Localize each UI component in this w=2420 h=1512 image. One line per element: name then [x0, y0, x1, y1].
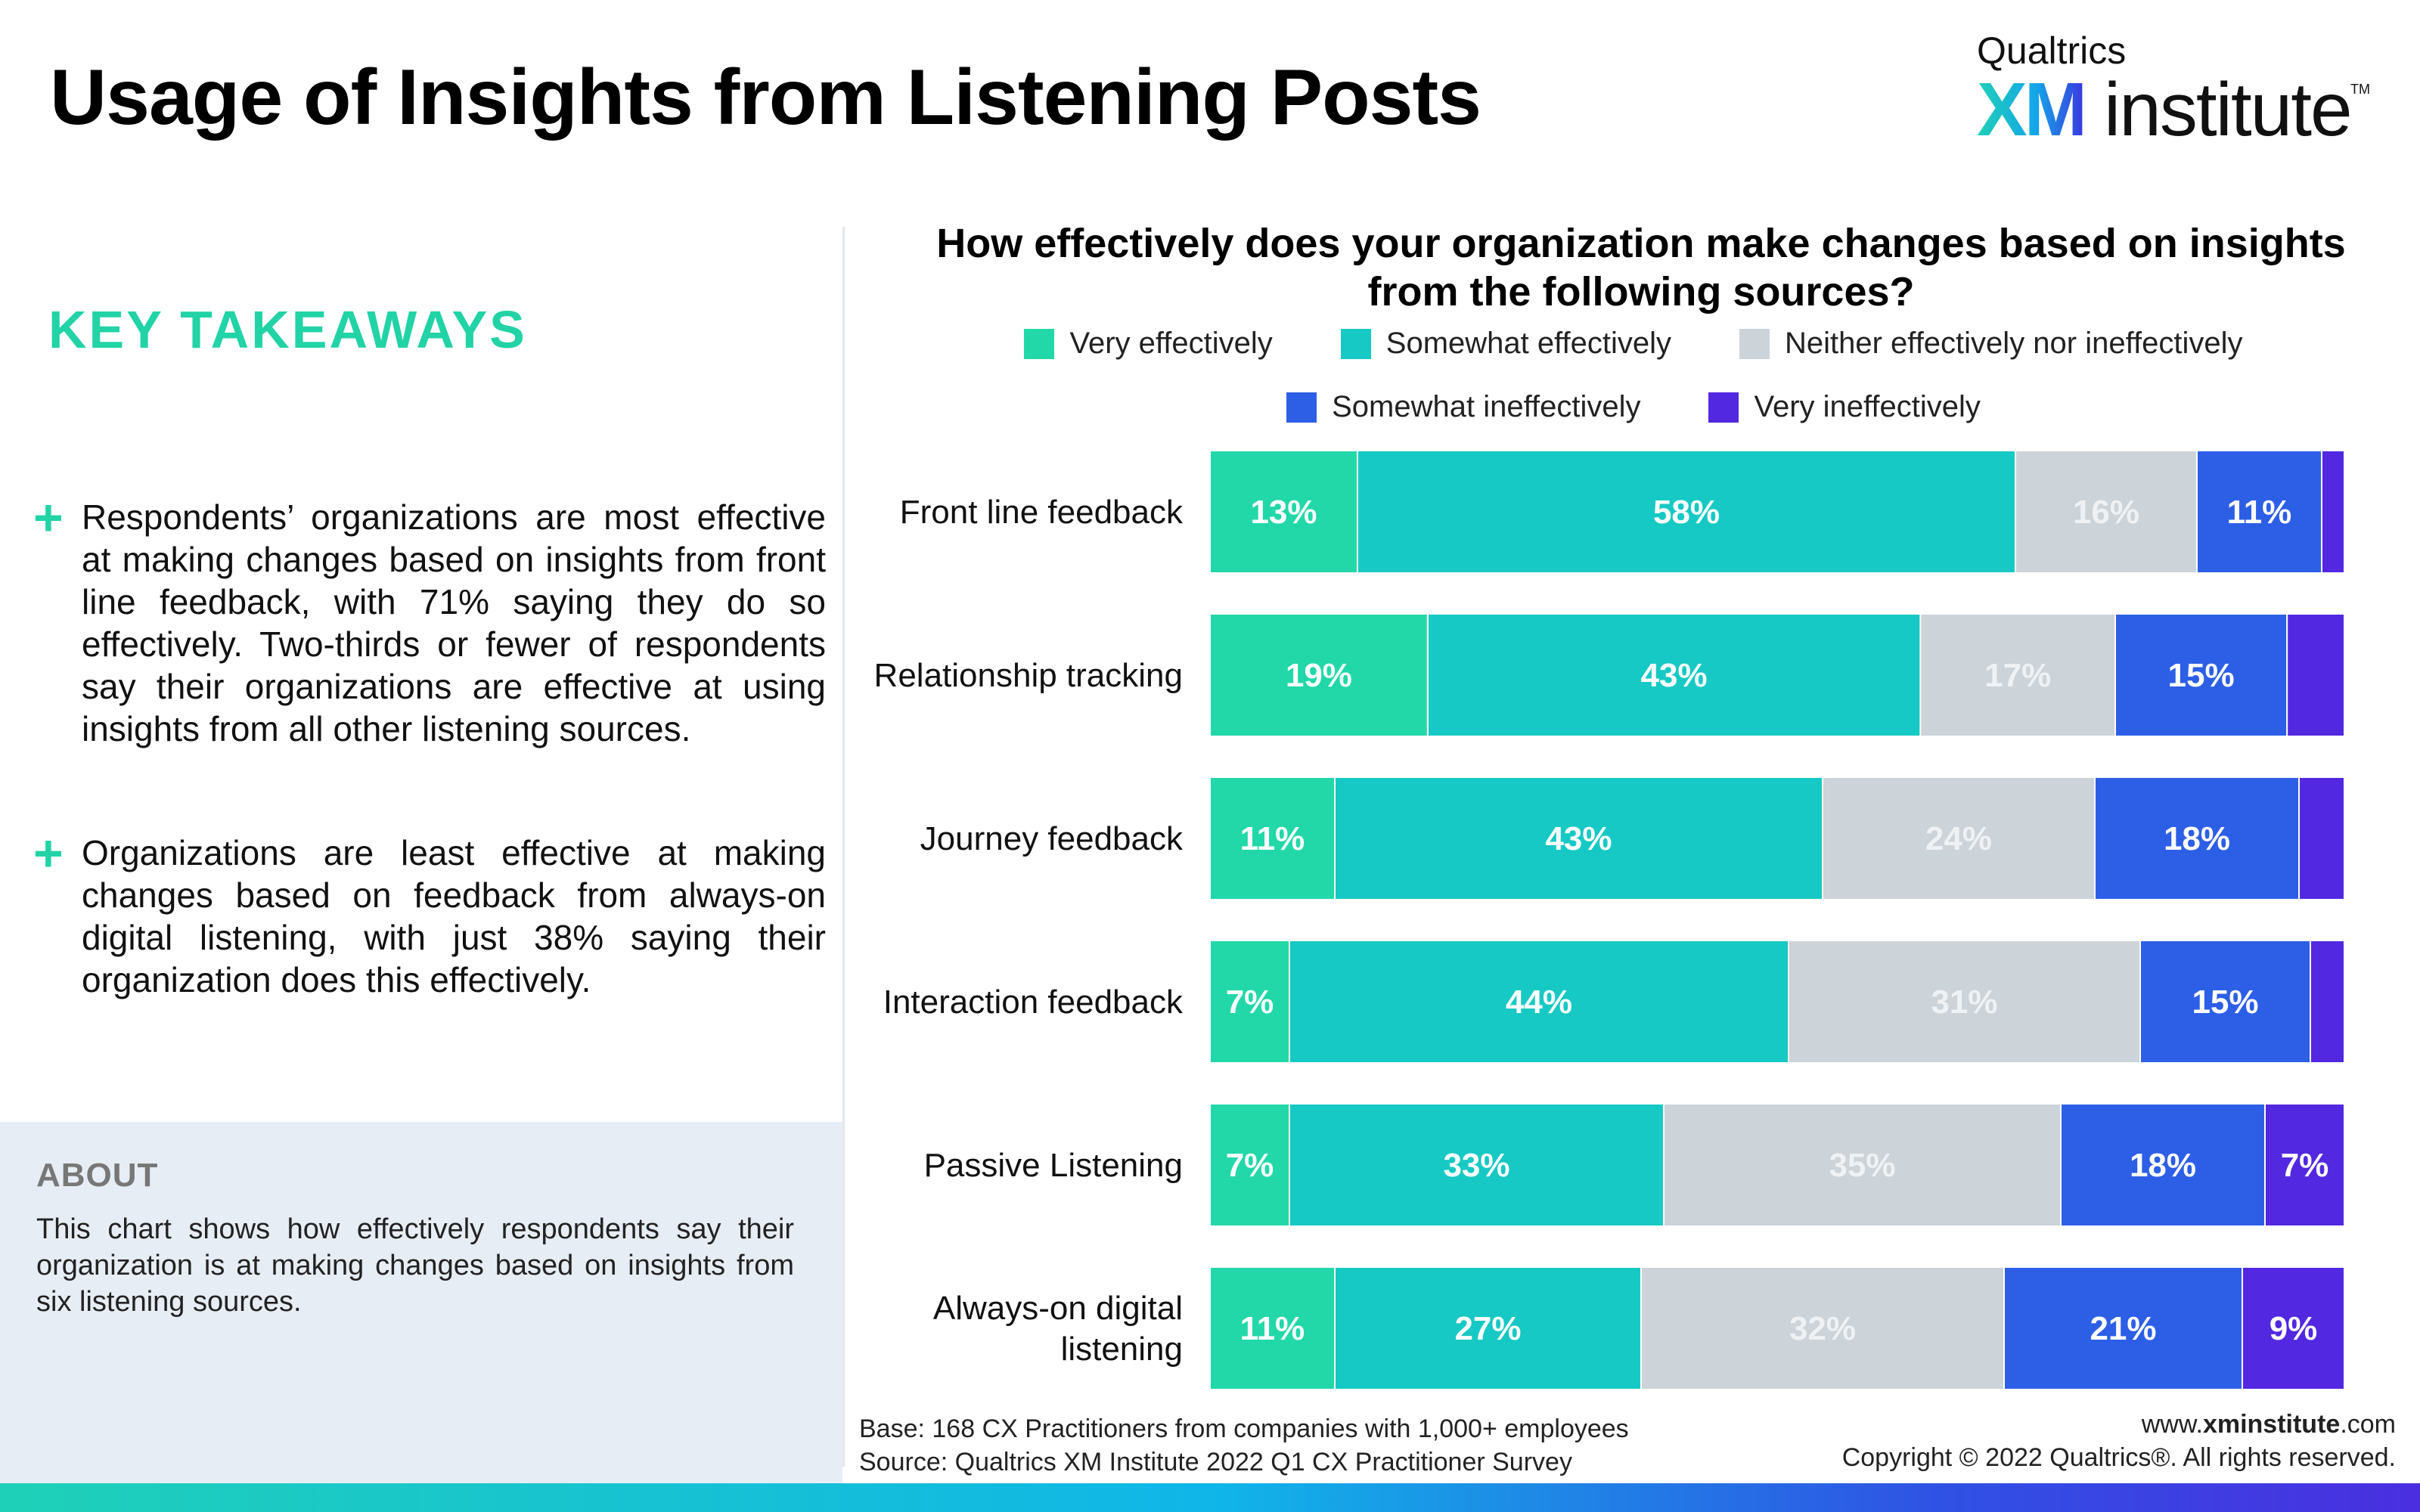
data-label: 24% [1925, 820, 1992, 857]
about-text: This chart shows how effectively respond… [36, 1213, 794, 1318]
data-label: 7% [2281, 1147, 2329, 1184]
data-label: 19% [1286, 657, 1352, 694]
data-label: 16% [2073, 494, 2139, 531]
bar-segment [1209, 776, 1336, 900]
legend-label: Very ineffectively [1754, 390, 1981, 423]
category-label: Always-on digital listening [933, 1290, 1183, 1368]
data-label: 33% [1443, 1147, 1509, 1184]
data-label: 11% [1240, 1310, 1305, 1347]
data-label: 15% [2192, 984, 2258, 1021]
data-label: 35% [1829, 1147, 1895, 1184]
logo-institute: institute [2104, 67, 2353, 152]
about-panel: ABOUT This chart shows how effectively r… [0, 1122, 842, 1485]
data-label: 43% [1641, 657, 1708, 694]
page-title: Usage of Insights from Listening Posts [50, 54, 1481, 141]
bar-segment [2015, 450, 2198, 574]
legend-item-somewhat-ineffectively: Somewhat ineffectively [1286, 390, 1640, 424]
legend-swatch [1286, 392, 1317, 423]
data-label: 13% [1250, 494, 1317, 531]
stacked-bar-chart: Front line feedback 13% 58% 16% 11% Relations… [847, 438, 2360, 1406]
chart-title: How effectively does your organization m… [936, 221, 2346, 314]
legend-label: Very effectively [1069, 327, 1273, 360]
source-text: Source: Qualtrics XM Institute 2022 Q1 C… [859, 1448, 1572, 1476]
data-label: 17% [1984, 657, 2051, 694]
bar-segment [2298, 776, 2345, 900]
bar-segment [2060, 1103, 2266, 1227]
legend-label: Somewhat ineffectively [1332, 390, 1641, 423]
legend-swatch [1739, 328, 1770, 359]
bar-segment [2286, 613, 2345, 737]
logo-xm: XM [1977, 67, 2087, 152]
qualtrics-xm-institute-logo: Qualtrics XM institute TM [1977, 29, 2370, 152]
category-label: Relationship tracking [874, 657, 1183, 694]
bar-segment [2321, 450, 2345, 574]
takeaway-text: Respondents’ organizations are most effe… [82, 497, 826, 748]
bar-segment [2139, 940, 2311, 1064]
column-divider [842, 227, 845, 1467]
bar-segment [2242, 1266, 2345, 1390]
takeaway-text: Organizations are least effective at mak… [82, 833, 826, 999]
plus-icon: + [33, 489, 64, 547]
data-label: 9% [2270, 1310, 2318, 1347]
bar-segment [1663, 1103, 2062, 1227]
website-link[interactable]: www.xminstitute.com [2141, 1410, 2396, 1439]
legend-label: Neither effectively nor ineffectively [1785, 327, 2243, 360]
data-label: 7% [1226, 1147, 1274, 1184]
bar-segment [1209, 613, 1429, 737]
chart-plot-area: Front line feedback 13% 58% 16% 11% Relations… [874, 450, 2345, 1390]
logo-trademark: TM [2350, 82, 2370, 97]
bar-segment [1209, 940, 1290, 1064]
category-label: Journey feedback [920, 820, 1184, 857]
data-label: 27% [1454, 1310, 1521, 1347]
bar-segment [1209, 1266, 1336, 1390]
key-takeaways-heading: KEY TAKEAWAYS [48, 300, 527, 359]
data-label: 18% [2130, 1147, 2196, 1184]
legend-item-very-ineffectively: Very ineffectively [1708, 390, 1981, 424]
data-label: 58% [1653, 494, 1720, 531]
legend-swatch [1024, 328, 1055, 359]
legend-item-very-effectively: Very effectively [1024, 327, 1273, 361]
legend-swatch [1708, 392, 1739, 423]
chart-legend-row: Somewhat ineffectively Very ineffectivel… [862, 390, 2405, 424]
bar-segment [2094, 776, 2300, 900]
category-label: Passive Listening [924, 1147, 1183, 1184]
data-label: 18% [2164, 820, 2230, 857]
bar-segment [1289, 1103, 1665, 1227]
bar-segment [2003, 1266, 2243, 1390]
bar-segment [2196, 450, 2322, 574]
data-label: 11% [2227, 494, 2292, 531]
bar-segment [1334, 776, 1823, 900]
category-label: Interaction feedback [883, 984, 1184, 1021]
legend-item-neither: Neither effectively nor ineffectively [1739, 327, 2243, 361]
category-label: Front line feedback [900, 494, 1184, 531]
bar-segment [2264, 1103, 2345, 1227]
data-label: 15% [2168, 657, 2235, 694]
base-source-note: Base: 168 CX Practitioners from companie… [859, 1412, 1629, 1479]
bar-segment [1822, 776, 2096, 900]
legend-swatch [1340, 328, 1371, 359]
data-label: 44% [1506, 984, 1572, 1021]
data-label: 32% [1789, 1310, 1856, 1347]
bar-segment [2114, 613, 2288, 737]
bar-segment [1919, 613, 2117, 737]
footer-gradient-bar [0, 1483, 2420, 1512]
bar-segment [1289, 940, 1789, 1064]
legend-label: Somewhat effectively [1385, 327, 1671, 360]
data-label: 7% [1226, 984, 1274, 1021]
about-heading: ABOUT [36, 1157, 159, 1194]
chart-legend-row: Very effectively Somewhat effectively Ne… [862, 327, 2405, 361]
bar-segment [1426, 613, 1922, 737]
copyright-block: www.xminstitute.com Copyright © 2022 Qua… [1842, 1408, 2396, 1474]
base-text: Base: 168 CX Practitioners from companie… [859, 1414, 1629, 1443]
data-label: 31% [1931, 984, 1997, 1021]
logo-brand: Qualtrics [1977, 29, 2127, 72]
bar-segment [2310, 940, 2345, 1064]
data-label: 11% [1240, 820, 1305, 857]
copyright-text: Copyright © 2022 Qualtrics®. All rights … [1841, 1443, 2396, 1472]
plus-icon: + [33, 825, 64, 882]
legend-item-somewhat-effectively: Somewhat effectively [1340, 327, 1671, 361]
data-label: 43% [1545, 820, 1612, 857]
data-label: 21% [2090, 1310, 2156, 1347]
bar-segment [1209, 450, 1358, 574]
